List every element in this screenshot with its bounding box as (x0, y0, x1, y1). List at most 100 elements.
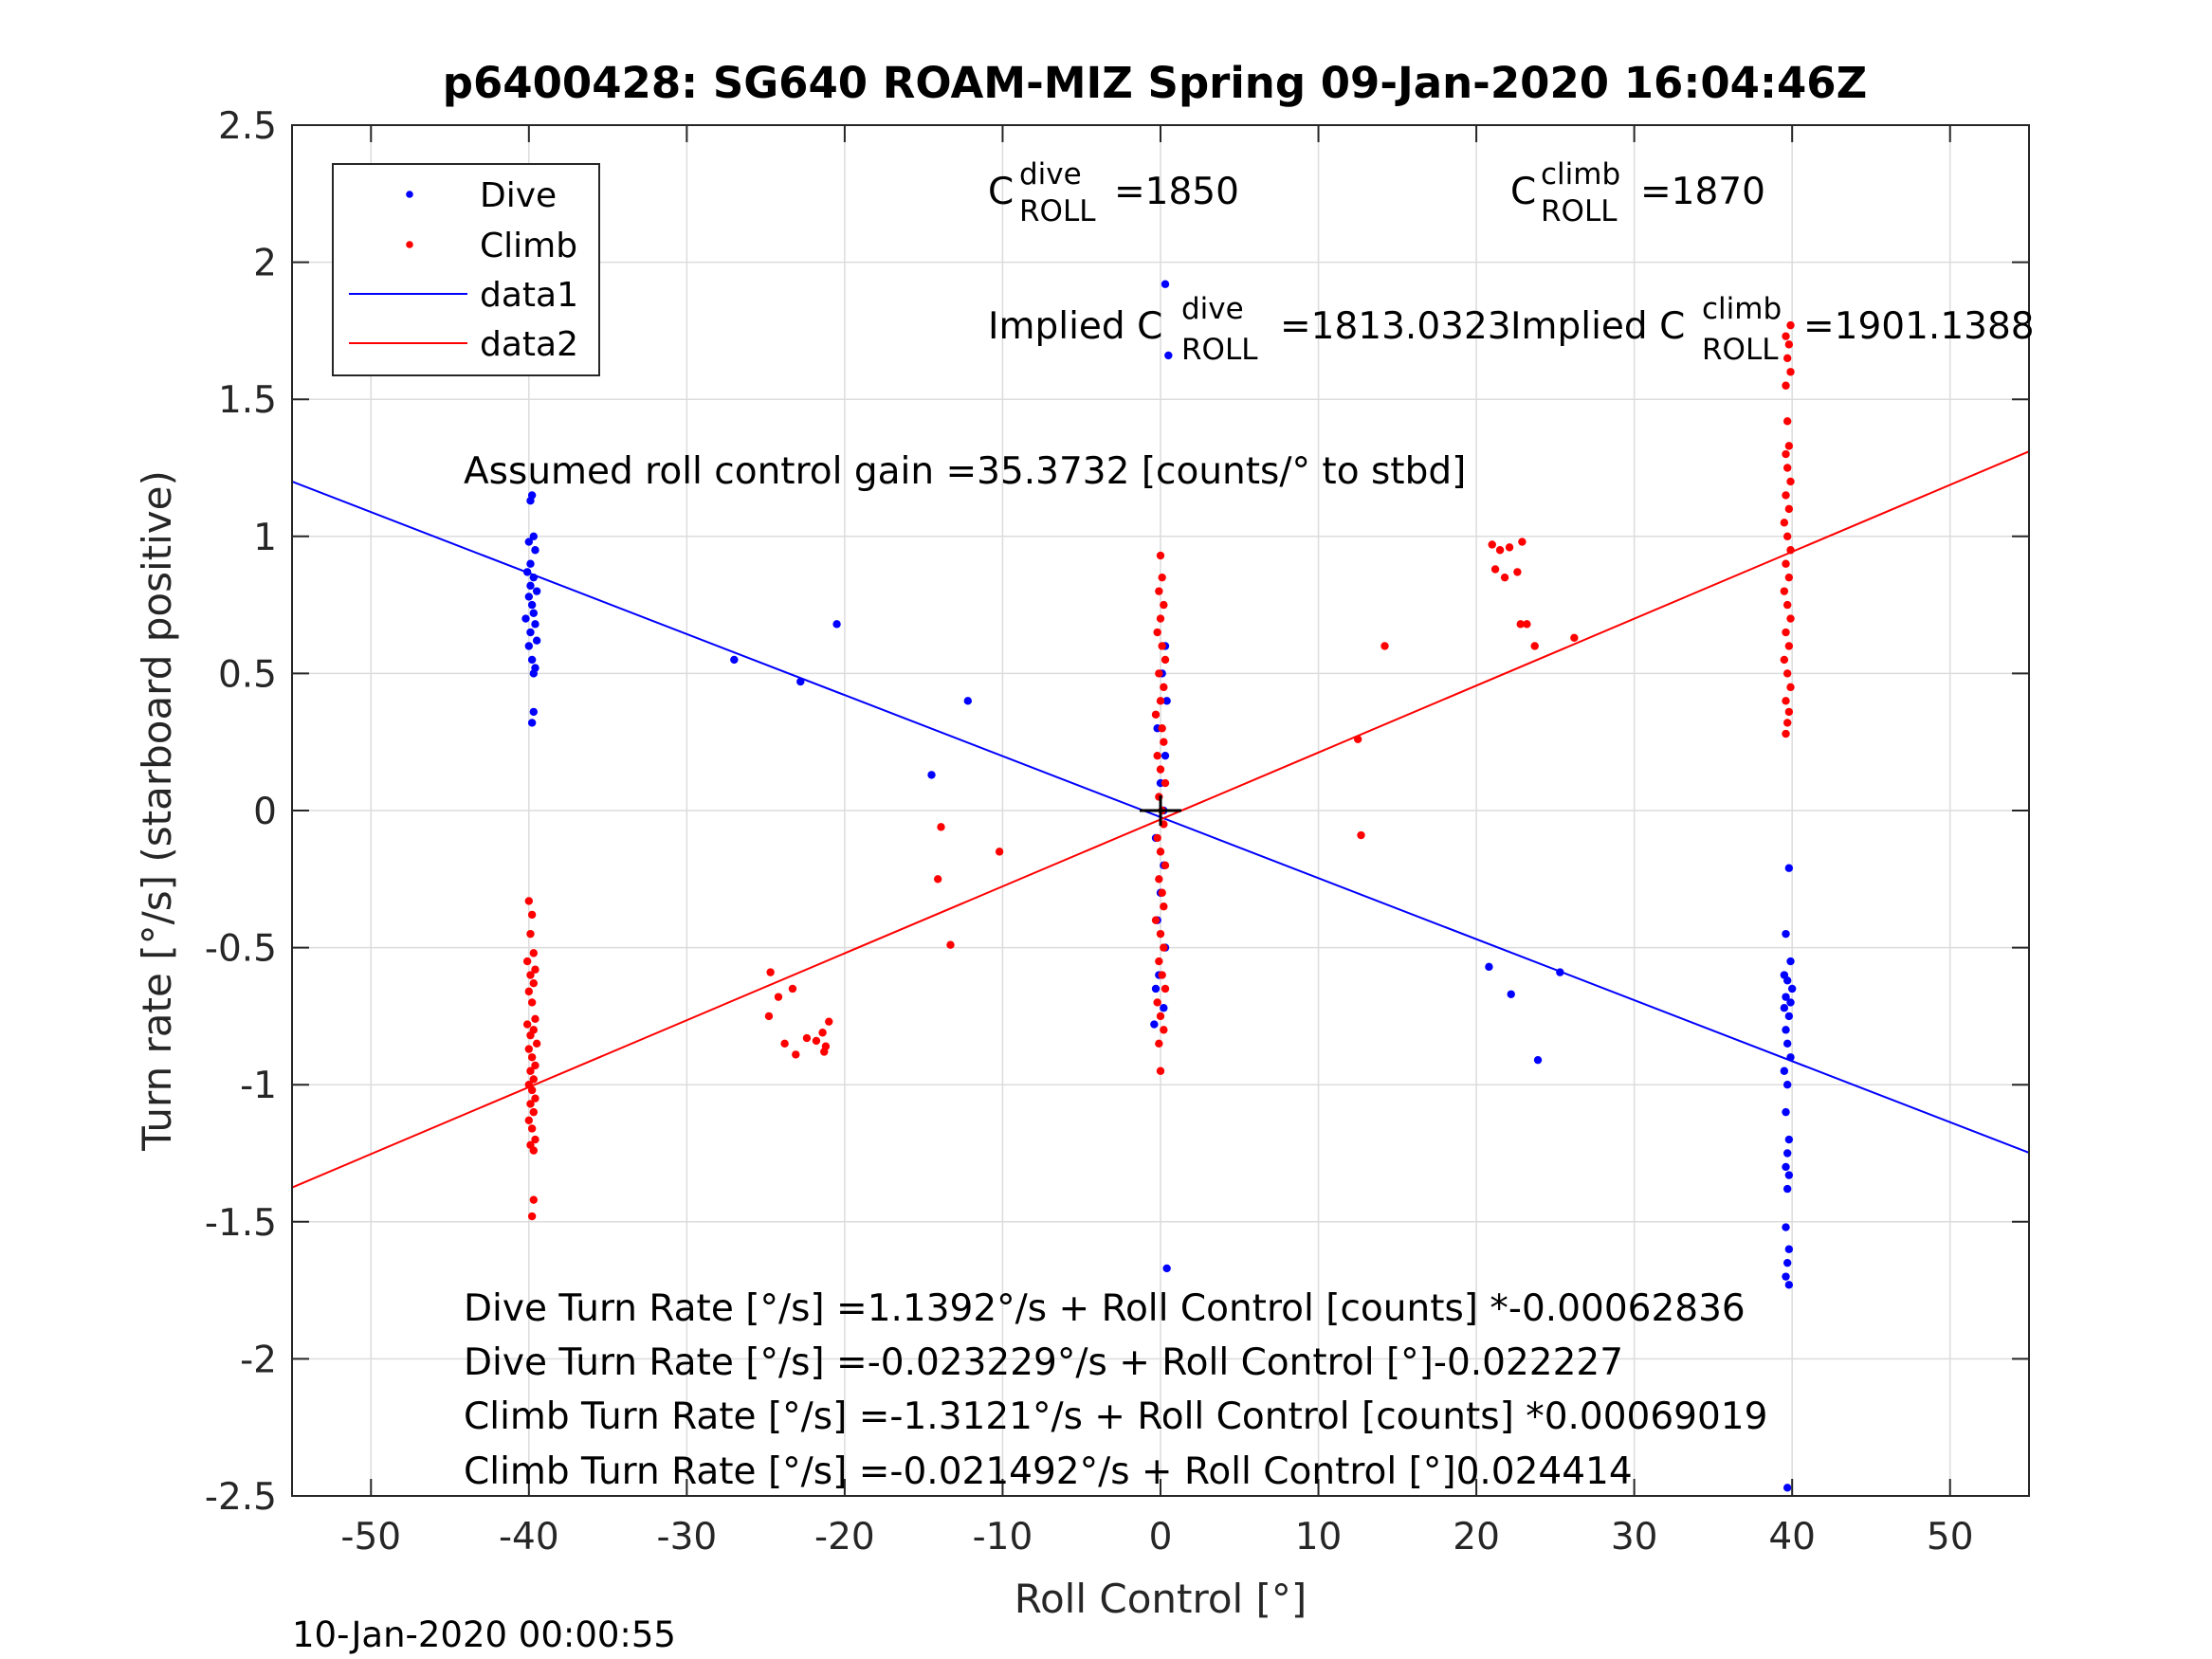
climb-point (1156, 551, 1165, 560)
dive-point (1784, 864, 1794, 872)
climb-point (1786, 614, 1795, 623)
dive-point (1556, 968, 1564, 976)
climb-point (1782, 669, 1792, 678)
x-tick-label: 0 (1149, 1516, 1173, 1559)
legend-data1-label: data1 (480, 276, 578, 315)
climb-point (788, 984, 797, 994)
dive-point (522, 568, 532, 576)
climb-point (1780, 587, 1789, 595)
climb-point (1158, 724, 1166, 733)
climb-point (527, 1053, 537, 1062)
dive-point (531, 620, 539, 629)
c-dive-sup: dive (1019, 157, 1082, 191)
dive-point (1782, 1223, 1790, 1231)
x-tick-label: -30 (657, 1516, 718, 1559)
climb-point (774, 993, 783, 1001)
climb-point (1161, 778, 1170, 788)
x-tick-label: 50 (1927, 1516, 1974, 1559)
implied-dive-value: =1813.0323 (1280, 305, 1511, 348)
dive-point (1782, 1484, 1792, 1492)
dive-point (1485, 962, 1493, 972)
dive-point (1782, 1107, 1790, 1117)
climb-point (1160, 943, 1168, 952)
climb-point (524, 987, 534, 996)
climb-point (933, 875, 942, 884)
climb-point (1782, 559, 1790, 568)
climb-point (1495, 546, 1505, 555)
climb-point (1353, 735, 1362, 744)
climb-point (1153, 833, 1161, 843)
annotation-implied-dive: Implied C dive ROLL =1813.0323 (988, 292, 1511, 367)
dive-point (526, 628, 535, 637)
climb-point (1156, 697, 1165, 705)
climb-point (527, 998, 537, 1007)
center-marker (1140, 795, 1181, 826)
climb-point (1782, 628, 1790, 637)
climb-point (1782, 697, 1790, 705)
climb-point (1780, 655, 1789, 665)
climb-point (1782, 464, 1792, 472)
climb-point (1488, 540, 1496, 549)
roll-gain-annotation: Assumed roll control gain =35.3732 [coun… (464, 450, 1466, 493)
climb-point (1786, 368, 1795, 376)
y-tick-label: 1.5 (218, 379, 277, 422)
climb-point (532, 1039, 541, 1048)
climb-point (1784, 642, 1794, 650)
climb-point (1156, 1066, 1165, 1075)
x-tick-label: 30 (1611, 1516, 1658, 1559)
climb-point (1782, 491, 1790, 500)
climb-point (1782, 729, 1790, 738)
x-tick-label: 10 (1295, 1516, 1343, 1559)
dive-point (1782, 1184, 1792, 1194)
implied-dive-sub: ROLL (1181, 333, 1258, 367)
implied-climb-prefix: Implied C (1510, 305, 1685, 348)
dive-point (1160, 1004, 1168, 1012)
dive-point (1507, 990, 1515, 998)
climb-point (1782, 417, 1792, 426)
climb-point (529, 1146, 539, 1155)
dive-point (529, 573, 539, 582)
climb-point (1516, 620, 1525, 629)
climb-point (1786, 320, 1795, 330)
climb-point (527, 910, 537, 920)
climb-point (1357, 830, 1365, 840)
climb-point (1518, 538, 1526, 546)
dive-point (1533, 1055, 1543, 1065)
dive-point (832, 620, 841, 629)
climb-point (1153, 998, 1161, 1007)
climb-point (1782, 532, 1792, 540)
x-axis-label: Roll Control [°] (1015, 1576, 1307, 1622)
dive-point (526, 559, 535, 568)
dive-point (529, 609, 539, 617)
climb-point (1786, 546, 1795, 555)
climb-point (529, 1075, 539, 1084)
climb-point (531, 965, 539, 974)
x-tick-label: -40 (499, 1516, 559, 1559)
climb-point (1782, 332, 1790, 340)
y-axis-label: Turn rate [°/s] (starboard positive) (134, 470, 180, 1152)
climb-point (524, 1116, 534, 1124)
climb-point (1156, 929, 1165, 939)
dive-point (1780, 1066, 1789, 1075)
dive-point (521, 614, 530, 623)
c-dive-prefix: C (988, 171, 1014, 213)
climb-point (1782, 354, 1792, 363)
climb-point (1782, 600, 1792, 610)
climb-point (1490, 565, 1500, 574)
dive-point (1784, 1171, 1794, 1179)
climb-point (1156, 765, 1165, 774)
climb-point (821, 1042, 831, 1050)
climb-point (1153, 751, 1161, 760)
climb-point (1155, 875, 1163, 884)
dive-point (1161, 751, 1170, 760)
climb-point (937, 823, 945, 831)
climb-point (1151, 710, 1161, 719)
climb-point (526, 971, 535, 979)
climb-point (1158, 642, 1166, 650)
x-tick-label: -50 (340, 1516, 401, 1559)
climb-point (526, 1066, 535, 1075)
y-tick-label: 2 (253, 243, 277, 285)
legend-climb-marker (406, 241, 413, 248)
climb-point (1153, 628, 1161, 637)
